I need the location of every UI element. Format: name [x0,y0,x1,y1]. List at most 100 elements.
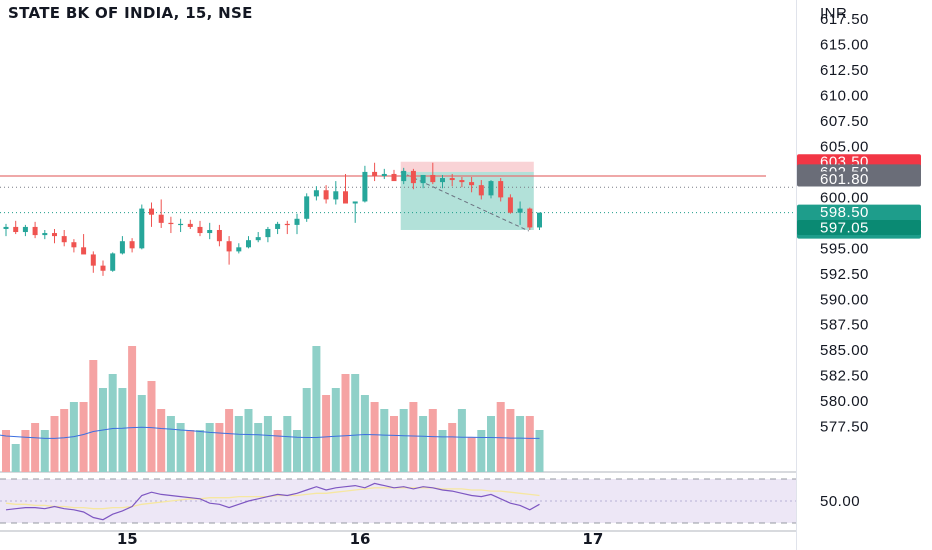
candle[interactable] [90,251,96,273]
volume-bar [322,395,331,472]
candle[interactable] [100,260,106,276]
candle[interactable] [284,220,290,235]
candle[interactable] [537,212,542,230]
price-tick-label: 605.00 [820,138,869,155]
candle[interactable] [81,234,87,255]
volume-bar [331,388,340,472]
candle-body [275,223,281,229]
candle[interactable] [187,219,193,229]
candle[interactable] [149,202,154,227]
volume-bar [438,430,447,472]
volume-bar [108,374,117,472]
candle-body [372,171,378,176]
candle[interactable] [440,174,445,189]
volume-bar [312,346,321,472]
candle-body [42,233,48,236]
candle[interactable] [381,168,387,180]
candle[interactable] [110,252,116,272]
candle-body [119,241,125,254]
position-stop-zone[interactable] [400,161,534,172]
candle-body [294,218,300,225]
candle[interactable] [216,224,222,247]
candle[interactable] [459,177,465,188]
price-tick-label: 600.00 [820,189,869,206]
volume-bar [525,416,534,472]
candle[interactable] [119,236,125,255]
candle-body [333,191,339,200]
candle[interactable] [178,218,184,233]
candle-body [22,226,28,233]
candle[interactable] [42,229,48,240]
candle[interactable] [22,224,28,237]
candle-body [304,196,310,219]
candle[interactable] [401,167,407,185]
volume-bar [186,430,195,472]
candle[interactable] [304,193,310,222]
candle[interactable] [236,243,242,254]
price-tick-label: 612.50 [820,62,869,79]
candle-body [381,173,387,176]
volume-bar [263,416,272,472]
candle[interactable] [420,174,426,189]
candle-body [13,226,19,233]
candle[interactable] [488,180,494,199]
volume-bar [157,409,166,472]
candle[interactable] [469,177,475,193]
candle[interactable] [430,162,436,185]
candle[interactable] [410,168,416,190]
candle[interactable] [449,173,455,187]
candle[interactable] [323,185,329,204]
volume-bar [40,430,49,472]
price-tag-low[interactable] [797,219,921,235]
candle[interactable] [498,178,504,202]
candle[interactable] [139,204,145,250]
candle[interactable] [168,216,174,234]
candle[interactable] [13,220,19,235]
candle[interactable] [352,201,358,223]
candle[interactable] [158,199,164,228]
price-tick-label: 585.00 [820,342,869,359]
candle[interactable] [517,201,523,225]
candle-body [226,241,232,252]
candle-body [352,201,358,204]
volume-bar [60,409,69,472]
candle[interactable] [52,228,57,244]
candle[interactable] [226,236,232,265]
volume-bar [147,381,156,472]
candle-body [401,170,407,182]
candle-body [187,223,193,227]
candle[interactable] [333,181,339,205]
candle-body [362,171,368,202]
candle[interactable] [246,236,251,249]
candle[interactable] [507,194,513,214]
candle[interactable] [71,239,77,253]
volume-bar [457,409,466,472]
candle[interactable] [294,213,300,235]
candle-body [391,173,397,182]
candle[interactable] [3,223,9,237]
candle[interactable] [343,173,348,204]
price-tag-gray[interactable] [797,171,921,187]
candle[interactable] [391,169,397,182]
candle-body [449,178,455,181]
price-tag-low-label: 597.05 [820,219,869,236]
candle[interactable] [197,220,203,237]
candle[interactable] [275,221,281,235]
candle[interactable] [478,180,484,200]
candle-body [168,222,174,225]
candle-body [110,253,116,271]
candle[interactable] [372,162,378,182]
candle[interactable] [265,226,271,243]
candle[interactable] [32,221,38,239]
candle[interactable] [207,222,213,240]
candle[interactable] [313,186,319,201]
candle[interactable] [61,229,67,247]
candle[interactable] [129,238,135,253]
candle[interactable] [527,207,533,230]
candle[interactable] [362,165,368,203]
volume-bar [79,402,88,472]
candle[interactable] [255,232,261,243]
volume-bar [477,430,486,472]
volume-bar [467,437,476,472]
